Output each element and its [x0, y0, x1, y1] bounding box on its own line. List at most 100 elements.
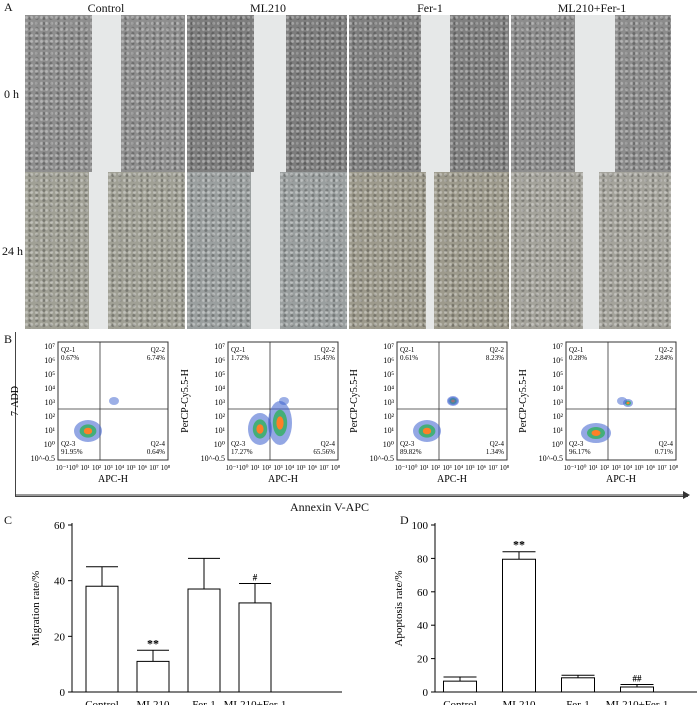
- quadrant-name: Q2-2: [151, 346, 166, 354]
- density-peak: [591, 430, 601, 436]
- density-blob: [109, 397, 119, 405]
- flow-ytick: 10³: [553, 398, 564, 407]
- flow-xtick: 10⁰: [239, 464, 249, 472]
- flow-xtick: 10⁸: [161, 464, 171, 472]
- density-peak: [83, 427, 93, 435]
- bar-fer-1: [187, 588, 221, 693]
- flow-xtick: 10⁷: [657, 464, 667, 472]
- y-tick-label: 20: [54, 631, 66, 643]
- flow-ytick: 10⁷: [214, 342, 225, 351]
- flow-ylabel: PerCP-Cy5.5-H: [180, 369, 191, 433]
- flow-xtick: 10⁴: [115, 464, 125, 472]
- flow-xtick: 10⁵: [465, 464, 475, 472]
- y-tick-label: 40: [54, 576, 66, 588]
- quadrant-name: Q2-2: [490, 346, 505, 354]
- quadrant-name: Q2-3: [400, 440, 415, 448]
- micrograph-24h-ml210: [187, 172, 347, 329]
- density-blob: [617, 397, 627, 405]
- bar-ml210: [502, 558, 536, 693]
- significance-mark: #: [253, 572, 258, 582]
- quadrant-name: Q2-1: [231, 346, 246, 354]
- flow-ytick: 10³: [45, 398, 56, 407]
- density-peak: [422, 427, 432, 435]
- flow-xtick: 10⁸: [500, 464, 510, 472]
- flow-xtick: 10⁶: [138, 464, 148, 472]
- flow-xtick: 10³: [442, 464, 451, 472]
- flow-xlabel: APC-H: [606, 474, 636, 485]
- flow-ytick: 10¹: [553, 426, 564, 435]
- flow-xtick: 10⁷: [488, 464, 498, 472]
- density-blob: [448, 397, 458, 405]
- flow-xtick: 10¹: [419, 464, 428, 472]
- quadrant-name: Q2-4: [659, 440, 674, 448]
- bar-fer-1: [561, 677, 595, 693]
- flow-xtick: 10⁻¹: [56, 464, 69, 472]
- flow-ytick: 10⁶: [214, 356, 225, 365]
- flow-ytick: 10⁴: [214, 384, 225, 393]
- flow-xtick: 10⁴: [285, 464, 295, 472]
- category-label: ML210: [503, 699, 537, 705]
- flow-ytick: 10¹: [45, 426, 56, 435]
- flow-xlabel: APC-H: [268, 474, 298, 485]
- flow-xtick: 10¹: [588, 464, 597, 472]
- flow-xtick: 10⁴: [454, 464, 464, 472]
- flow-ylabel: PerCP-Cy5.5-H: [518, 369, 529, 433]
- y-axis-label: Apoptosis rate/%: [395, 570, 405, 646]
- micrograph-0h-fer1: [349, 15, 509, 172]
- apoptosis-rate-chart: 0 20 40 60 80 100 Apoptosis rate/% Control ** ML2…: [395, 520, 697, 705]
- micrograph-24h-control: [25, 172, 185, 329]
- category-label: Fer-1: [566, 699, 590, 705]
- flow-xtick: 10⁶: [477, 464, 487, 472]
- flow-xtick: 10²: [600, 464, 609, 472]
- quadrant-value: 1.34%: [486, 448, 504, 456]
- flow-ytick: 10⁵: [44, 370, 55, 379]
- quadrant-name: Q2-3: [61, 440, 76, 448]
- flow-ytick: 10⁴: [44, 384, 55, 393]
- category-label: ML210+Fer-1: [606, 699, 669, 705]
- flow-xtick: 10⁶: [308, 464, 318, 472]
- y-axis-label: Migration rate/%: [30, 571, 42, 646]
- flow-ytick: 10⁶: [383, 356, 394, 365]
- micrograph-0h-ml210: [187, 15, 347, 172]
- flow-ytick: 10²: [45, 412, 56, 421]
- quadrant-value: 89.82%: [400, 448, 422, 456]
- flow-xtick: 10³: [611, 464, 620, 472]
- flow-ytick: 10^-0.5: [370, 454, 394, 463]
- category-label: Fer-1: [192, 699, 216, 705]
- quadrant-name: Q2-2: [659, 346, 674, 354]
- flow-ytick: 10³: [215, 398, 226, 407]
- panel-label-a: A: [4, 0, 13, 14]
- flow-ytick: 10¹: [215, 426, 226, 435]
- flow-ytick: 10⁰: [214, 440, 225, 449]
- flow-ytick: 10²: [215, 412, 226, 421]
- row-label-0h: 0 h: [4, 87, 19, 101]
- column-title-control: Control: [87, 1, 125, 15]
- quadrant-name: Q2-1: [400, 346, 415, 354]
- category-label: Control: [85, 699, 119, 705]
- category-label: Control: [443, 699, 477, 705]
- flow-ytick: 10¹: [384, 426, 395, 435]
- quadrant-name: Q2-3: [569, 440, 584, 448]
- flow-ytick: 10⁰: [383, 440, 394, 449]
- flow-ylabel: 7-ADD: [10, 386, 21, 416]
- y-tick-label: 80: [417, 553, 429, 565]
- flow-ytick: 10⁵: [552, 370, 563, 379]
- y-tick-label: 0: [423, 687, 429, 699]
- y-tick-label: 60: [417, 587, 429, 599]
- flow-ytick: 10⁷: [44, 342, 55, 351]
- flow-xtick: 10⁶: [646, 464, 656, 472]
- flow-xtick: 10³: [103, 464, 112, 472]
- flow-xlabel: APC-H: [98, 474, 128, 485]
- flow-xtick: 10¹: [250, 464, 259, 472]
- flow-ytick: 10⁰: [552, 440, 563, 449]
- flow-ytick: 10⁰: [44, 440, 55, 449]
- flow-ytick: 10⁷: [552, 342, 563, 351]
- micrograph-0h-control: [25, 15, 185, 172]
- flow-xtick: 10²: [262, 464, 271, 472]
- flow-ytick: 10⁴: [552, 384, 563, 393]
- flow-ytick: 10²: [384, 412, 395, 421]
- flow-xtick: 10⁰: [577, 464, 587, 472]
